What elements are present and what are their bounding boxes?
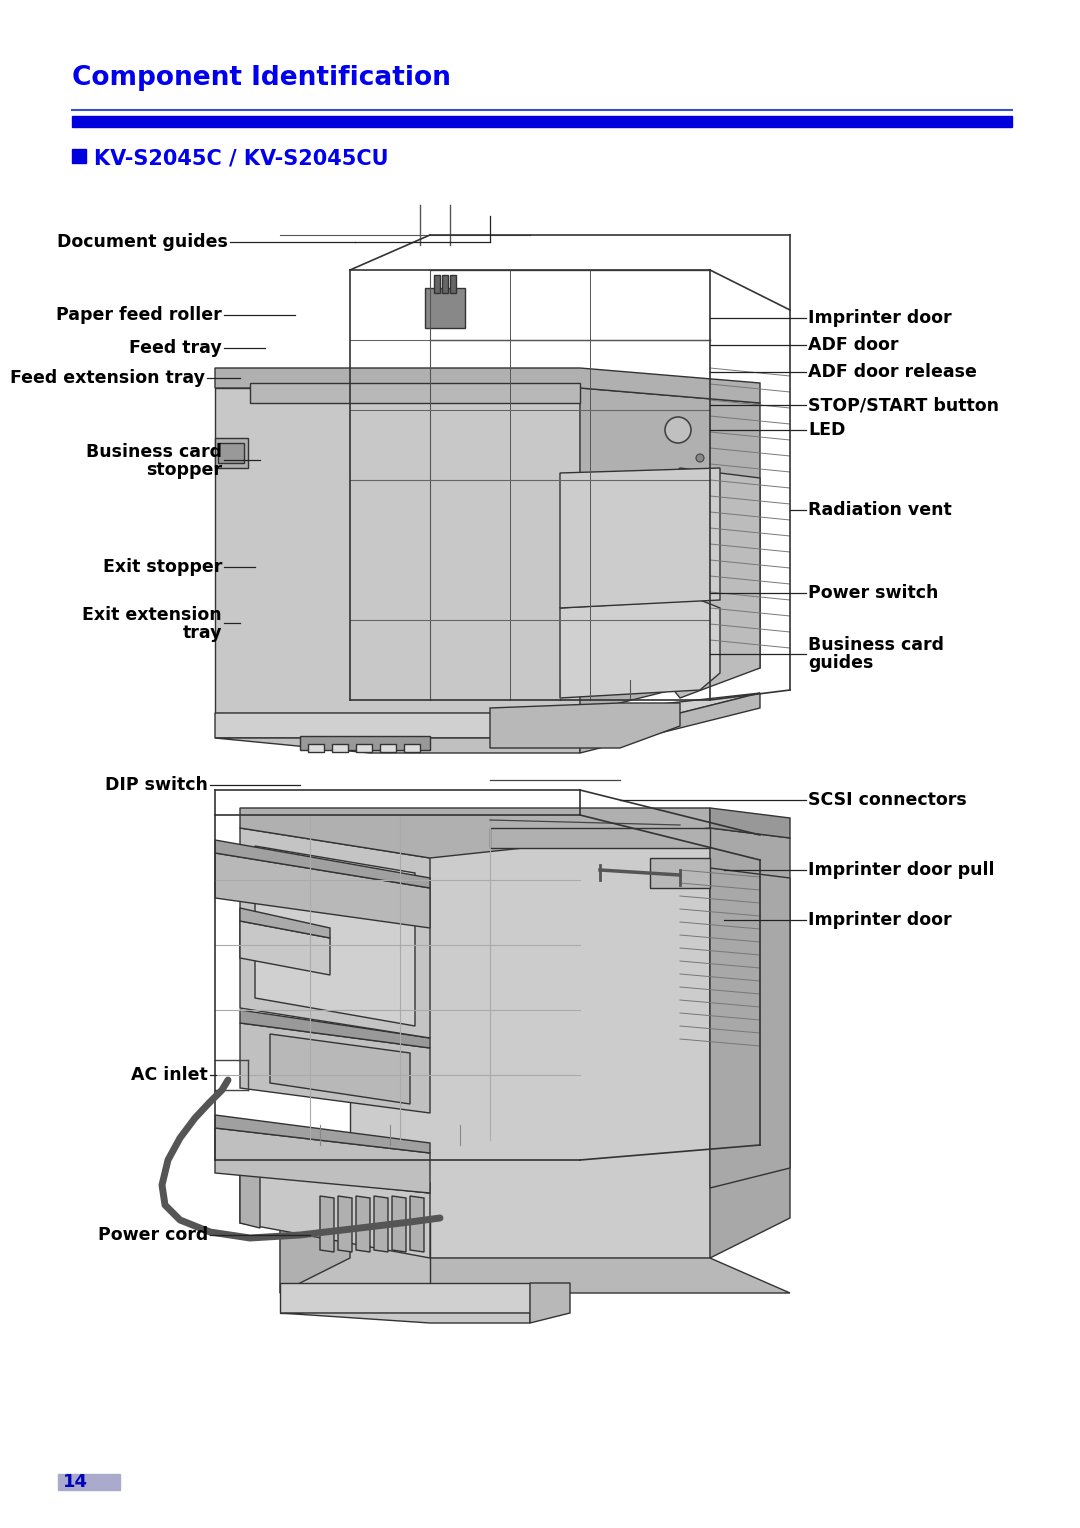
Text: STOP/START button: STOP/START button: [808, 396, 999, 414]
Polygon shape: [240, 828, 430, 1038]
Polygon shape: [240, 1160, 430, 1193]
Polygon shape: [215, 1115, 430, 1154]
Polygon shape: [380, 744, 396, 752]
Polygon shape: [240, 1010, 430, 1048]
Polygon shape: [426, 287, 465, 329]
Polygon shape: [450, 275, 456, 293]
Polygon shape: [374, 1196, 388, 1251]
Bar: [72, 116, 1012, 127]
Polygon shape: [300, 736, 430, 750]
Polygon shape: [580, 388, 760, 714]
Text: Exit extension: Exit extension: [82, 607, 222, 623]
Text: KV-S2045C / KV-S2045CU: KV-S2045C / KV-S2045CU: [94, 150, 389, 170]
Text: Radiation vent: Radiation vent: [808, 501, 951, 520]
Polygon shape: [308, 744, 324, 752]
Text: Document guides: Document guides: [57, 232, 228, 251]
Text: Feed extension tray: Feed extension tray: [10, 368, 205, 387]
Polygon shape: [332, 744, 348, 752]
Polygon shape: [240, 908, 330, 938]
Polygon shape: [356, 744, 372, 752]
Text: Business card: Business card: [808, 636, 944, 654]
Text: SCSI connectors: SCSI connectors: [808, 792, 967, 808]
Text: Exit stopper: Exit stopper: [103, 558, 222, 576]
Text: ADF door: ADF door: [808, 336, 899, 354]
Circle shape: [665, 417, 691, 443]
Polygon shape: [280, 1284, 530, 1313]
Polygon shape: [338, 1196, 352, 1251]
Polygon shape: [218, 443, 244, 463]
Polygon shape: [215, 388, 580, 714]
Bar: [72, 150, 86, 163]
Text: tray: tray: [183, 623, 222, 642]
Polygon shape: [280, 1313, 530, 1323]
Polygon shape: [434, 275, 440, 293]
Polygon shape: [215, 853, 430, 927]
Polygon shape: [215, 694, 760, 738]
Polygon shape: [240, 1158, 260, 1229]
Polygon shape: [490, 828, 710, 848]
Polygon shape: [255, 847, 415, 1025]
Text: Power switch: Power switch: [808, 584, 939, 602]
Polygon shape: [215, 368, 760, 403]
Polygon shape: [215, 439, 248, 468]
Polygon shape: [580, 694, 760, 753]
Text: stopper: stopper: [146, 461, 222, 478]
Text: Component Identification: Component Identification: [72, 66, 450, 92]
Text: Feed tray: Feed tray: [130, 339, 222, 358]
Text: Paper feed roller: Paper feed roller: [56, 306, 222, 324]
Polygon shape: [320, 1196, 334, 1251]
Text: Imprinter door: Imprinter door: [808, 309, 951, 327]
Text: Business card: Business card: [86, 443, 222, 461]
Text: AC inlet: AC inlet: [132, 1067, 208, 1083]
Polygon shape: [710, 828, 789, 1258]
Text: Imprinter door: Imprinter door: [808, 911, 951, 929]
Polygon shape: [561, 468, 720, 608]
Polygon shape: [640, 468, 760, 698]
Text: Imprinter door pull: Imprinter door pull: [808, 860, 995, 879]
Polygon shape: [410, 1196, 424, 1251]
Polygon shape: [442, 275, 448, 293]
Polygon shape: [240, 921, 330, 975]
Text: Power cord: Power cord: [98, 1225, 208, 1244]
Polygon shape: [356, 1196, 370, 1251]
Text: LED: LED: [808, 422, 846, 439]
Polygon shape: [404, 744, 420, 752]
Text: ADF door release: ADF door release: [808, 364, 977, 380]
Polygon shape: [215, 840, 430, 888]
Polygon shape: [350, 1258, 789, 1293]
Polygon shape: [350, 828, 710, 1258]
Polygon shape: [280, 1218, 430, 1293]
Circle shape: [696, 454, 704, 461]
Polygon shape: [710, 808, 789, 837]
Text: 14: 14: [63, 1473, 87, 1491]
Polygon shape: [280, 1218, 350, 1293]
Polygon shape: [270, 1034, 410, 1105]
Polygon shape: [561, 601, 720, 698]
Polygon shape: [240, 808, 710, 859]
Polygon shape: [710, 868, 789, 1187]
Polygon shape: [240, 1024, 430, 1112]
Polygon shape: [215, 1128, 430, 1193]
Polygon shape: [490, 703, 680, 749]
Bar: [58, 1475, 120, 1490]
Polygon shape: [650, 859, 710, 888]
Polygon shape: [215, 738, 580, 753]
Polygon shape: [249, 384, 580, 403]
Polygon shape: [240, 1174, 430, 1258]
Text: guides: guides: [808, 654, 874, 672]
Polygon shape: [392, 1196, 406, 1251]
Text: DIP switch: DIP switch: [105, 776, 208, 795]
Polygon shape: [530, 1284, 570, 1323]
